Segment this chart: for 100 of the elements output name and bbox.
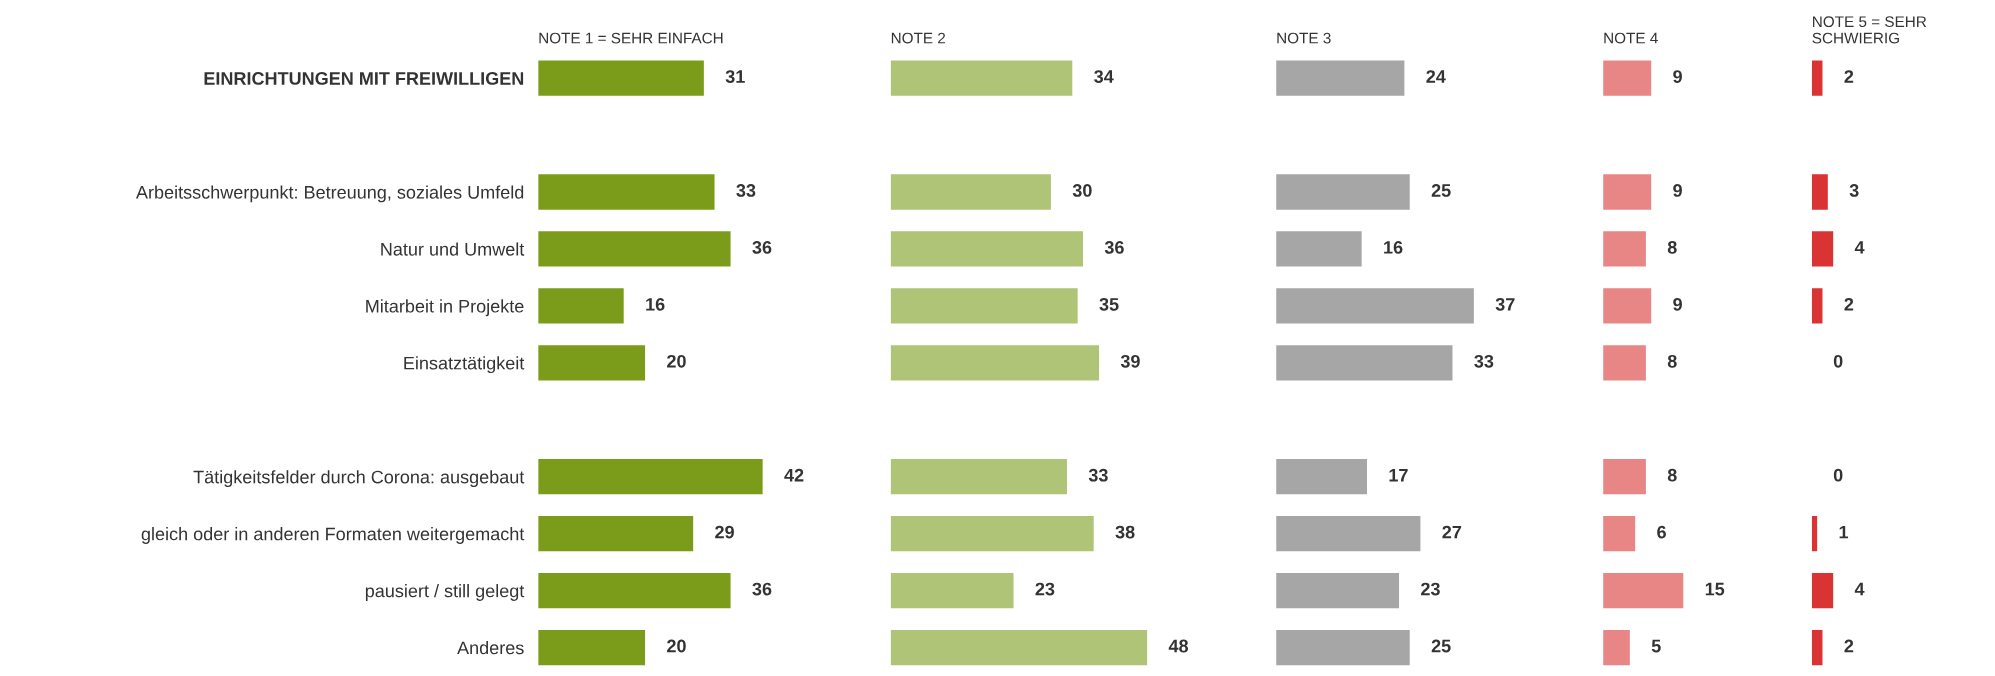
- bar: [890, 345, 1100, 381]
- bar: [1276, 60, 1405, 96]
- data-label: 20: [667, 354, 686, 368]
- bar: [1603, 60, 1652, 96]
- data-label: 3: [1849, 184, 1859, 197]
- bar: [1811, 231, 1834, 267]
- chart-title: NOTE 1 = SEHR EINFACH: [539, 32, 723, 44]
- bar: [1603, 629, 1630, 666]
- y-tick-label: Anderes: [457, 640, 524, 655]
- data-label: 39: [1120, 354, 1140, 368]
- data-label: 36: [752, 241, 772, 254]
- data-label: 37: [1495, 297, 1515, 311]
- data-label: 0: [1833, 468, 1843, 482]
- y-tick-label: EINRICHTUNGEN MIT FREIWILLIGEN: [204, 72, 524, 85]
- bar: [538, 516, 694, 552]
- y-tick-label: Natur und Umwelt: [381, 242, 525, 256]
- bar: [538, 288, 624, 324]
- data-label: 20: [667, 639, 686, 653]
- data-label: 35: [1099, 297, 1119, 311]
- data-label: 30: [1072, 184, 1092, 197]
- data-label: 8: [1667, 241, 1677, 254]
- bar: [890, 629, 1148, 666]
- data-label: 27: [1442, 525, 1462, 539]
- data-label: 8: [1667, 468, 1677, 482]
- bar: [538, 60, 704, 96]
- chart-title: NOTE 4: [1604, 32, 1658, 44]
- bar: [538, 572, 731, 609]
- y-tick-label: Tätigkeitsfelder durch Corona: ausgebaut: [193, 470, 525, 487]
- y-tick-label: pausiert / still gelegt: [365, 584, 525, 601]
- bar: [538, 459, 763, 495]
- bar: [890, 174, 1051, 210]
- data-label: 34: [1094, 70, 1114, 83]
- data-label: 25: [1431, 639, 1451, 653]
- bar: [538, 231, 731, 267]
- bar: [1811, 174, 1828, 210]
- data-label: 17: [1389, 468, 1408, 482]
- data-label: 8: [1667, 354, 1677, 368]
- data-label: 48: [1168, 639, 1189, 653]
- data-label: 6: [1657, 525, 1666, 539]
- bar: [890, 459, 1067, 495]
- y-tick-label: gleich oder in anderen Formaten weitergemacht: [141, 527, 525, 544]
- data-label: 31: [725, 70, 745, 83]
- data-label: 4: [1854, 241, 1865, 254]
- data-label: 33: [1474, 354, 1494, 368]
- data-label: 25: [1431, 184, 1451, 197]
- bar: [1603, 231, 1646, 267]
- bar: [1811, 572, 1834, 609]
- data-label: 15: [1705, 582, 1725, 596]
- bar: [1603, 572, 1684, 609]
- bar: [1276, 459, 1367, 495]
- bar: [890, 288, 1078, 324]
- data-label: 36: [1104, 241, 1124, 254]
- data-label: 42: [784, 468, 804, 482]
- text: NOTE 5 = SEHR SCHWIERIG: [1812, 16, 1927, 44]
- bar: [1276, 345, 1453, 381]
- chart-title: NOTE 3: [1277, 32, 1331, 44]
- bar: [1811, 629, 1823, 666]
- bar: [1603, 288, 1652, 324]
- data-label: 0: [1833, 354, 1843, 368]
- chart-title: NOTE 2: [891, 32, 946, 44]
- bar: [1811, 516, 1818, 552]
- data-label: 33: [736, 184, 756, 197]
- bar: [1811, 288, 1823, 324]
- y-tick-label: Einsatztätigkeit: [404, 356, 525, 374]
- bar: [1276, 174, 1410, 210]
- data-label: 16: [1384, 241, 1403, 254]
- data-label: 2: [1844, 70, 1854, 83]
- data-label: 1: [1839, 525, 1849, 539]
- bar: [1603, 516, 1636, 552]
- bar: [538, 345, 646, 381]
- data-label: 2: [1844, 639, 1854, 653]
- bar: [1276, 629, 1410, 666]
- bar: [1811, 60, 1823, 96]
- data-label: 38: [1115, 525, 1135, 539]
- data-label: 24: [1426, 70, 1446, 83]
- y-tick-label: Arbeitsschwerpunkt: Betreuung, soziales Umfeld: [135, 185, 524, 203]
- bar: [1276, 516, 1421, 552]
- bar: [1603, 345, 1646, 381]
- data-label: 9: [1673, 70, 1682, 83]
- data-label: 23: [1035, 582, 1055, 596]
- data-label: 4: [1854, 582, 1865, 596]
- bar: [890, 572, 1014, 609]
- data-label: 9: [1673, 184, 1682, 197]
- data-label: 33: [1088, 468, 1108, 482]
- data-label: 5: [1651, 639, 1661, 653]
- bar: [538, 174, 715, 210]
- bar: [890, 60, 1073, 96]
- bar: [890, 516, 1094, 552]
- bar: [1276, 288, 1474, 324]
- y-tick-label: Mitarbeit in Projekte: [366, 299, 524, 317]
- data-label: 9: [1673, 297, 1682, 311]
- data-label: 23: [1421, 582, 1440, 596]
- bar: [1603, 174, 1652, 210]
- bar: [890, 231, 1083, 267]
- data-label: 36: [752, 582, 772, 596]
- bar: [538, 629, 646, 666]
- data-label: 29: [715, 525, 734, 539]
- data-label: 2: [1844, 297, 1854, 311]
- bar: [1276, 231, 1362, 267]
- bar: [1603, 459, 1646, 495]
